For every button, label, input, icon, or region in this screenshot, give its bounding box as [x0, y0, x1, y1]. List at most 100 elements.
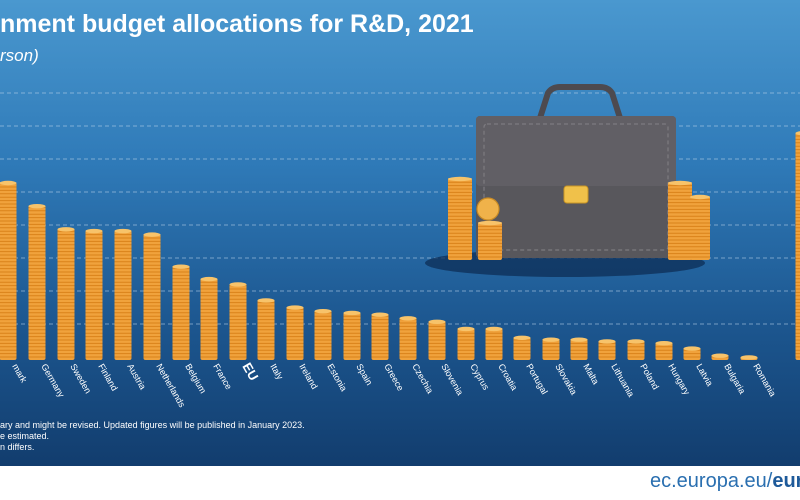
coin-top	[314, 308, 332, 314]
x-tick-label: Hungary	[666, 362, 692, 397]
coin-top	[229, 282, 247, 287]
bar	[485, 326, 503, 360]
coin-stack-body	[343, 311, 361, 360]
bar	[513, 335, 531, 360]
footnote-1: ary and might be revised. Updated figure…	[0, 420, 305, 430]
source-link-clip: ec.europa.eu/euro	[650, 466, 800, 500]
x-axis-labels: mark Germany Sweden Finland Austria Netherlan…	[10, 360, 778, 409]
deco-coin-stack	[448, 176, 472, 260]
x-tick-label: Estonia	[325, 362, 349, 393]
coin-top	[570, 337, 588, 342]
gridlines	[0, 92, 800, 325]
bar	[343, 310, 361, 360]
coin-top	[257, 298, 275, 303]
coin-stack-body	[57, 228, 75, 360]
bar	[457, 326, 475, 360]
coin-stack-body	[114, 230, 132, 360]
bar	[28, 203, 46, 360]
x-tick-label: Bulgaria	[722, 362, 747, 396]
coin-top	[286, 305, 304, 310]
x-tick-label: Portugal	[524, 362, 549, 396]
coin-top	[485, 326, 503, 332]
bar	[143, 232, 161, 360]
x-tick-label: Czechia	[410, 362, 435, 395]
coin-top	[598, 339, 616, 344]
coin-stack-body	[668, 182, 692, 260]
briefcase-handle	[537, 84, 623, 119]
coin-top	[114, 228, 132, 234]
coin-stack-body	[690, 196, 710, 260]
coin-stack-body	[513, 336, 531, 360]
bar	[598, 339, 616, 360]
footnote-2: e estimated.	[0, 431, 50, 441]
x-tick-label: Lithuania	[609, 362, 636, 399]
x-tick-label: Belgium	[183, 362, 208, 395]
coin-top	[448, 176, 472, 182]
standing-coin-icon	[476, 197, 500, 221]
bar	[399, 316, 417, 360]
x-tick-label: Spain	[354, 362, 374, 387]
coin-top	[0, 180, 17, 186]
x-tick-label: EU	[239, 360, 261, 383]
bar	[627, 339, 645, 360]
deco-coin-stack	[690, 194, 710, 260]
source-link-prefix: ec.europa.eu/	[650, 470, 773, 492]
briefcase-flap	[476, 116, 676, 186]
coin-stack-body	[200, 278, 218, 360]
bar	[683, 346, 701, 360]
x-tick-label: Greece	[382, 362, 405, 393]
x-tick-label: Netherlands	[154, 362, 187, 409]
coin-top	[143, 232, 161, 237]
briefcase-illustration	[425, 84, 710, 277]
bar	[740, 355, 758, 360]
bar	[570, 337, 588, 360]
coin-top	[57, 227, 75, 232]
x-tick-label: Ireland	[297, 362, 319, 391]
bar	[85, 228, 103, 360]
x-tick-label: Finland	[96, 362, 119, 393]
x-tick-label: Romania	[751, 362, 778, 398]
x-tick-label: Slovakia	[553, 362, 579, 396]
coin-stack-body	[448, 178, 472, 260]
coin-stack-body	[478, 222, 502, 260]
source-link-bold: euro	[772, 470, 800, 492]
chart-title: nment budget allocations for R&D, 2021	[0, 10, 474, 38]
bar	[371, 312, 389, 360]
bar	[286, 305, 304, 360]
coin-top	[542, 337, 560, 342]
footnote-3: n differs.	[0, 442, 35, 452]
bar	[795, 131, 800, 360]
bar	[0, 180, 17, 360]
coin-top	[343, 310, 361, 316]
coin-top	[655, 341, 673, 346]
coin-top	[399, 316, 417, 321]
coin-stack-body	[399, 317, 417, 360]
coin-top	[668, 180, 692, 186]
x-tick-label: Malta	[581, 362, 601, 386]
bar	[172, 264, 190, 360]
bar	[257, 298, 275, 360]
bars	[0, 131, 800, 360]
coin-top	[428, 319, 446, 325]
bar	[229, 282, 247, 360]
x-tick-label: Sweden	[68, 362, 93, 395]
source-link[interactable]: ec.europa.eu/euro	[650, 470, 800, 493]
briefcase-stitch	[483, 123, 669, 251]
coin-top	[690, 194, 710, 200]
coin-stack-body	[314, 310, 332, 360]
x-tick-label: Latvia	[694, 362, 715, 388]
coin-stack-body	[85, 230, 103, 360]
coin-top	[200, 276, 218, 282]
coin-top	[457, 326, 475, 332]
bar	[542, 337, 560, 360]
chart-subtitle: rson)	[0, 46, 39, 65]
decorative-coin-stacks	[448, 176, 710, 260]
coin-stack-body	[542, 338, 560, 360]
x-tick-label: France	[211, 362, 234, 391]
x-tick-label: Germany	[39, 362, 66, 399]
briefcase-clasp	[563, 185, 589, 204]
coin-stack-body	[457, 327, 475, 360]
bar	[200, 276, 218, 360]
x-tick-label: mark	[10, 362, 29, 385]
